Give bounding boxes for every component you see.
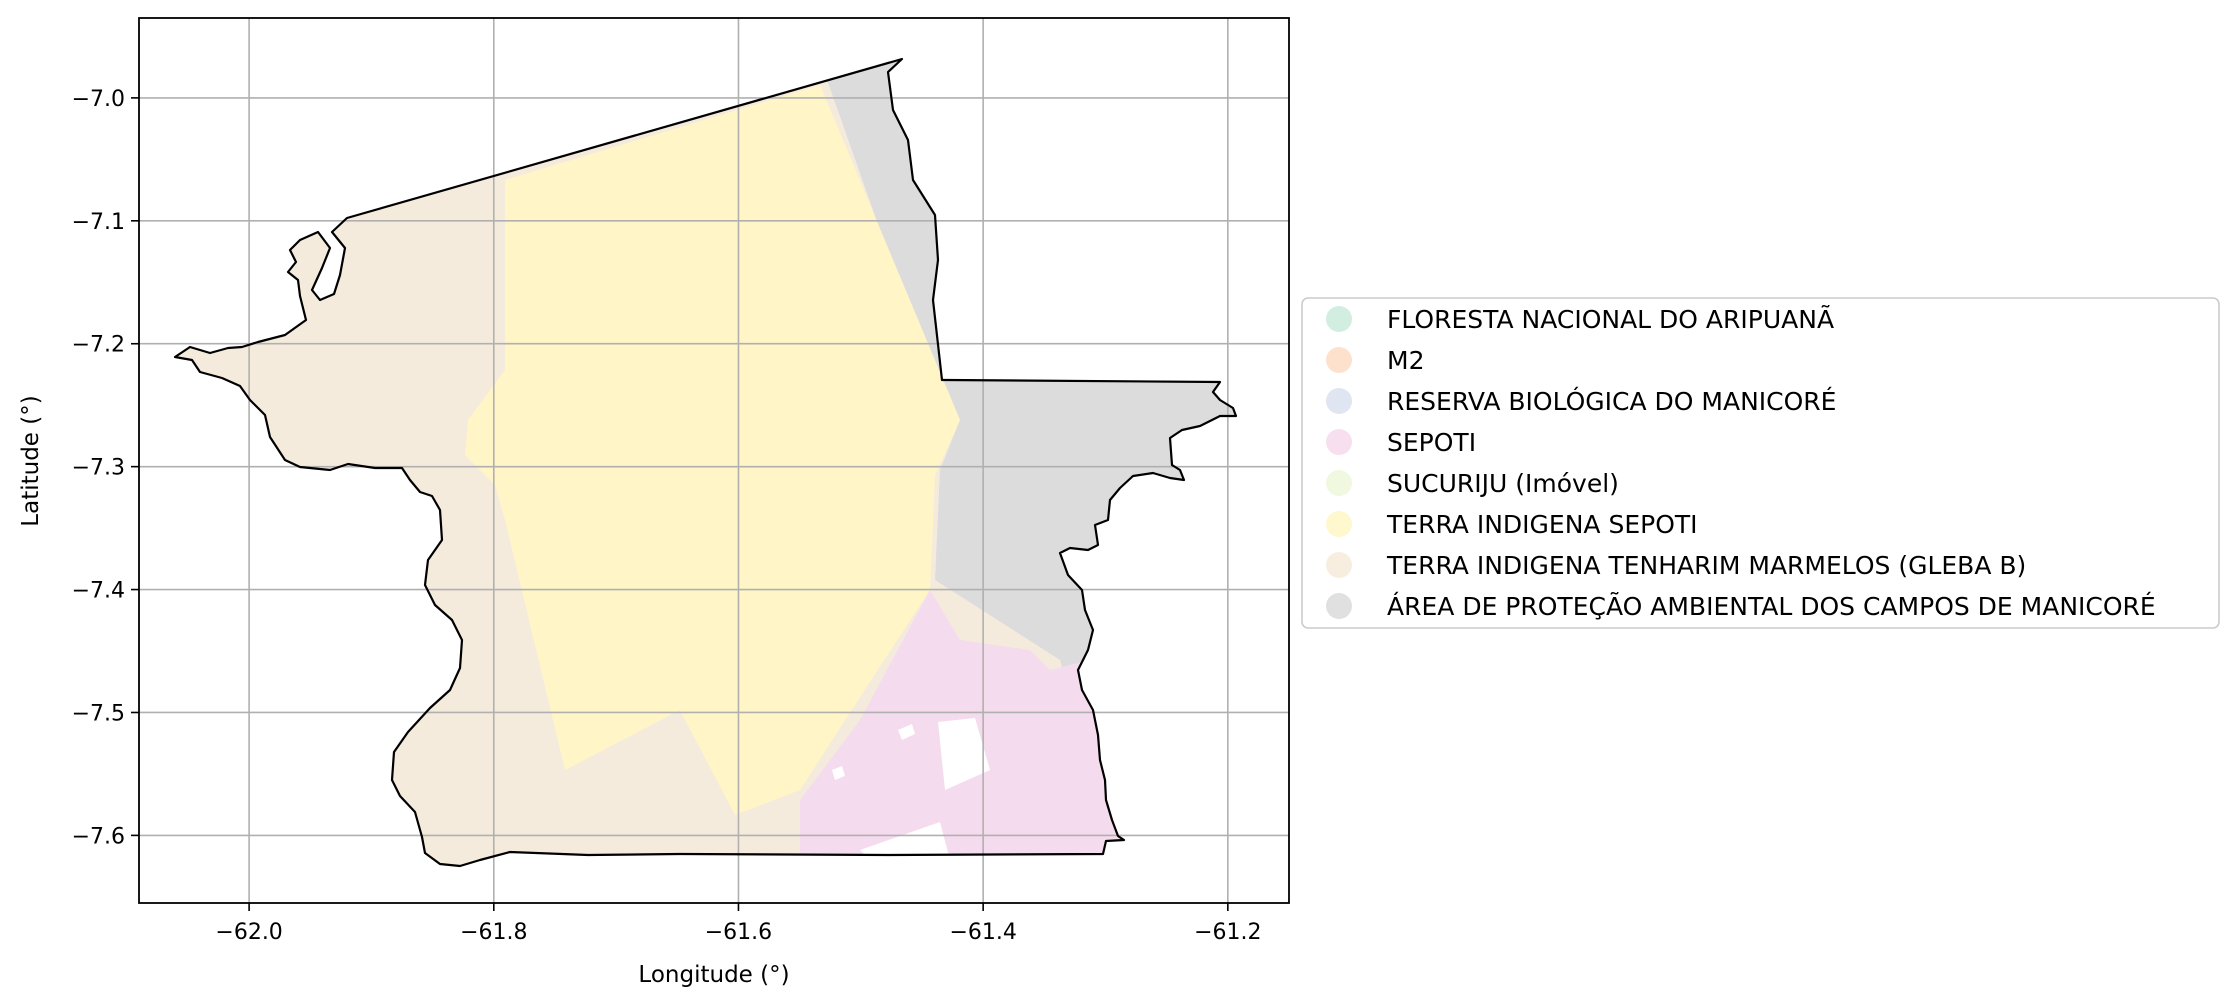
legend-swatch [1326,306,1352,332]
legend-swatch [1326,470,1352,496]
region-hole [898,724,915,740]
y-tick-label: −7.5 [72,701,125,726]
legend-label: TERRA INDIGENA TENHARIM MARMELOS (GLEBA … [1386,551,2026,580]
region-hole [938,718,990,790]
y-axis-ticks: −7.0 −7.1 −7.2 −7.3 −7.4 −7.5 −7.6 [72,87,139,849]
legend-label: SUCURIJU (Imóvel) [1387,469,1619,498]
y-tick-label: −7.0 [72,87,125,112]
legend-label: SEPOTI [1387,428,1476,457]
legend-swatch [1326,511,1352,537]
legend: FLORESTA NACIONAL DO ARIPUANÃ M2 RESERVA B… [1301,297,2220,629]
x-tick-label: −61.8 [460,920,527,945]
region-boundary [173,57,1238,868]
x-axis-ticks: −62.0 −61.8 −61.6 −61.4 −61.2 [215,903,1262,945]
x-tick-label: −61.2 [1194,920,1261,945]
y-tick-label: −7.3 [72,456,125,481]
region-hole [860,822,950,860]
grid-lines [139,18,1289,903]
legend-label: FLORESTA NACIONAL DO ARIPUANÃ [1387,304,1834,334]
legend-label: RESERVA BIOLÓGICA DO MANICORÉ [1387,386,1836,416]
y-tick-label: −7.6 [72,824,125,849]
legend-swatch [1326,429,1352,455]
x-tick-label: −61.4 [949,920,1016,945]
axes-frame [138,17,1290,904]
x-tick-label: −61.6 [705,920,772,945]
region-hole [832,766,845,780]
legend-swatch [1326,593,1352,619]
legend-swatch [1326,552,1352,578]
legend-label: TERRA INDIGENA SEPOTI [1386,510,1698,539]
legend-label: M2 [1387,346,1424,375]
x-axis-label: Longitude (°) [638,962,789,988]
y-tick-label: −7.1 [72,210,125,235]
x-tick-label: −62.0 [215,920,282,945]
y-tick-label: −7.4 [72,579,125,604]
y-tick-label: −7.2 [72,333,125,358]
legend-box [1301,297,2220,629]
legend-swatch [1326,347,1352,373]
region-terra-indigena-sepoti [465,85,960,815]
legend-swatch [1326,388,1352,414]
legend-label: ÁREA DE PROTEÇÃO AMBIENTAL DOS CAMPOS DE… [1387,591,2156,621]
y-axis-label: Latitude (°) [18,395,44,526]
